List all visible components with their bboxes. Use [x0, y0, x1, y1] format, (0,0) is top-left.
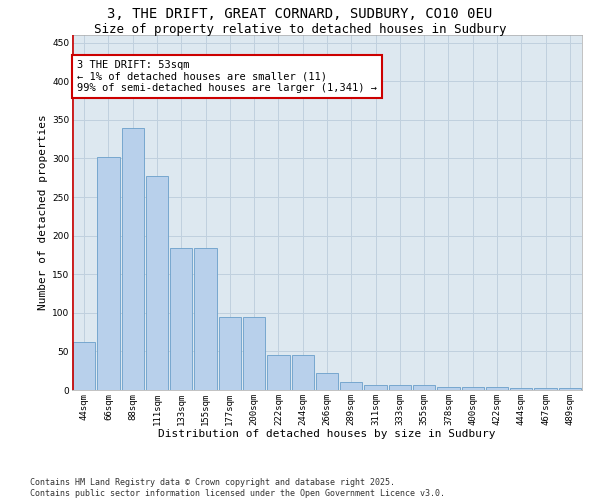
Bar	[535, 388, 557, 390]
Bar	[218, 316, 241, 390]
Bar	[389, 386, 411, 390]
Text: 3, THE DRIFT, GREAT CORNARD, SUDBURY, CO10 0EU: 3, THE DRIFT, GREAT CORNARD, SUDBURY, CO…	[107, 8, 493, 22]
Bar	[73, 342, 95, 390]
X-axis label: Distribution of detached houses by size in Sudbury: Distribution of detached houses by size …	[158, 429, 496, 439]
Bar	[243, 316, 265, 390]
Bar	[486, 387, 508, 390]
Bar	[437, 387, 460, 390]
Text: Size of property relative to detached houses in Sudbury: Size of property relative to detached ho…	[94, 22, 506, 36]
Bar	[461, 387, 484, 390]
Text: 3 THE DRIFT: 53sqm
← 1% of detached houses are smaller (11)
99% of semi-detached: 3 THE DRIFT: 53sqm ← 1% of detached hous…	[77, 60, 377, 93]
Bar	[170, 248, 193, 390]
Bar	[122, 128, 144, 390]
Bar	[97, 157, 119, 390]
Bar	[194, 248, 217, 390]
Y-axis label: Number of detached properties: Number of detached properties	[38, 114, 48, 310]
Text: Contains HM Land Registry data © Crown copyright and database right 2025.
Contai: Contains HM Land Registry data © Crown c…	[30, 478, 445, 498]
Bar	[146, 176, 168, 390]
Bar	[340, 382, 362, 390]
Bar	[559, 388, 581, 390]
Bar	[267, 356, 290, 390]
Bar	[413, 386, 436, 390]
Bar	[364, 384, 387, 390]
Bar	[316, 373, 338, 390]
Bar	[510, 388, 532, 390]
Bar	[292, 356, 314, 390]
